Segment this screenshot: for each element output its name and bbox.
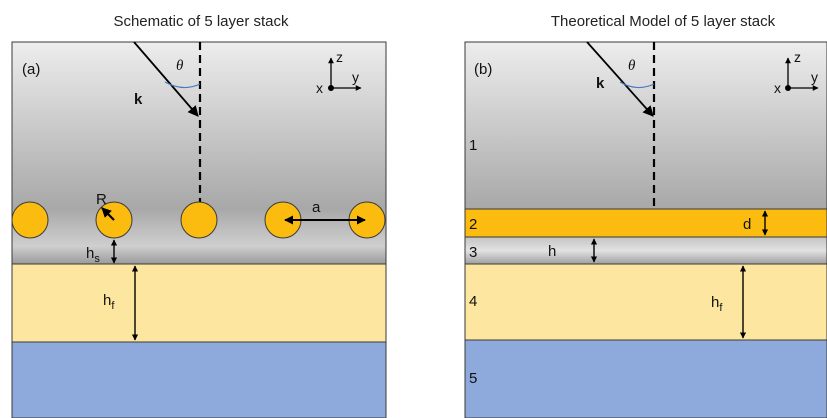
- layer-5: [464, 339, 827, 418]
- layer-2: [464, 208, 827, 238]
- substrate-layer: [11, 341, 387, 418]
- theta-label: θ: [628, 58, 636, 74]
- wave-vector-arrow: [133, 41, 199, 117]
- hf-label-a: hf: [103, 292, 115, 312]
- k-label: k: [596, 75, 605, 92]
- hf-label-b: hf: [711, 294, 723, 314]
- layer-number-4: 4: [469, 293, 477, 310]
- film-layer: [11, 263, 387, 343]
- h-label: h: [548, 243, 556, 260]
- hs-label: hs: [86, 245, 100, 265]
- particle-array: [11, 201, 386, 239]
- layer-number-1: 1: [469, 137, 477, 154]
- panel-a: Schematic of 5 layer stack (a) z y x k θ: [11, 13, 387, 418]
- layer-number-3: 3: [469, 244, 477, 261]
- particle: [11, 201, 49, 239]
- x-axis-label: x: [774, 80, 781, 96]
- theta-label: θ: [176, 58, 184, 74]
- z-axis-label: z: [336, 49, 343, 65]
- coordinate-axes-b: z y x: [774, 49, 819, 96]
- theta-arc: [164, 81, 201, 89]
- theta-arc: [619, 81, 655, 89]
- coordinate-axes-a: z y x: [316, 49, 362, 96]
- layer-3: [464, 236, 827, 265]
- panel-b-title: Theoretical Model of 5 layer stack: [551, 13, 776, 30]
- wave-vector-arrow: [586, 41, 654, 117]
- layer-number-5: 5: [469, 370, 477, 387]
- lattice-constant-label: a: [312, 199, 321, 216]
- k-label: k: [134, 91, 143, 108]
- layer-number-2: 2: [469, 216, 477, 233]
- panel-a-title: Schematic of 5 layer stack: [113, 13, 289, 30]
- radius-label: R: [96, 191, 107, 208]
- d-label: d: [743, 216, 751, 233]
- x-axis-label: x: [316, 80, 323, 96]
- layer-1: [464, 41, 827, 210]
- y-axis-label: y: [352, 69, 359, 85]
- y-axis-label: y: [811, 69, 818, 85]
- layer-4: [464, 263, 827, 341]
- radius-arrow: [101, 207, 115, 221]
- panel-b: Theoretical Model of 5 layer stack (b) z…: [464, 13, 827, 418]
- particle: [180, 201, 218, 239]
- panel-b-tag: (b): [474, 61, 492, 78]
- z-axis-label: z: [794, 49, 801, 65]
- panel-a-tag: (a): [22, 61, 40, 78]
